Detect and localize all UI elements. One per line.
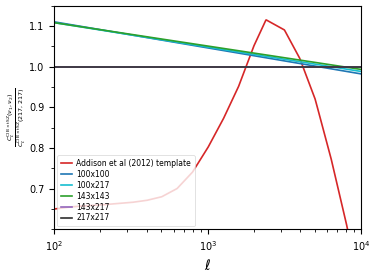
Addison et al (2012) template (71, 205, 75, 208)
143x217 (238, 65, 243, 68)
143x217 (247, 65, 252, 68)
100x100 (359, 72, 364, 76)
100x217 (238, 50, 243, 54)
143x143 (316, 61, 321, 65)
143x217 (285, 65, 289, 68)
100x100 (71, 23, 75, 27)
100x100 (52, 20, 56, 23)
Addison et al (2012) template (230, 98, 235, 101)
Addison et al (2012) template (238, 80, 243, 83)
143x143 (285, 56, 289, 60)
Y-axis label: $\frac{C_\ell^{\rm CIB\times tSZ}(\nu_1,\nu_2)}{C_\ell^{\rm CIB\times tSZ}(217,2: $\frac{C_\ell^{\rm CIB\times tSZ}(\nu_1,… (6, 88, 28, 147)
100x100 (285, 60, 289, 63)
100x217 (71, 24, 75, 27)
Line: 100x217: 100x217 (54, 23, 361, 71)
217x217 (316, 65, 321, 68)
X-axis label: $\ell$: $\ell$ (204, 258, 211, 273)
143x143 (230, 48, 235, 52)
143x143 (71, 24, 75, 27)
217x217 (359, 65, 364, 68)
217x217 (238, 65, 243, 68)
217x217 (71, 65, 75, 68)
100x100 (230, 50, 235, 54)
Addison et al (2012) template (285, 34, 290, 37)
Addison et al (2012) template (247, 55, 252, 59)
Legend: Addison et al (2012) template, 100x100, 100x217, 143x143, 143x217, 217x217: Addison et al (2012) template, 100x100, … (57, 155, 195, 226)
100x100 (247, 53, 252, 57)
Line: 100x100: 100x100 (54, 22, 361, 74)
143x217 (52, 65, 56, 68)
Addison et al (2012) template (264, 18, 268, 21)
Line: Addison et al (2012) template: Addison et al (2012) template (54, 20, 361, 279)
217x217 (52, 65, 56, 68)
100x217 (285, 58, 289, 61)
217x217 (285, 65, 289, 68)
100x100 (316, 65, 321, 68)
Line: 143x143: 143x143 (54, 23, 361, 69)
100x217 (316, 63, 321, 66)
143x217 (230, 65, 235, 68)
143x143 (359, 68, 364, 71)
143x217 (316, 65, 321, 68)
143x217 (359, 65, 364, 68)
217x217 (247, 65, 252, 68)
Addison et al (2012) template (52, 207, 56, 211)
100x217 (230, 49, 235, 53)
100x217 (359, 70, 364, 73)
143x143 (238, 49, 243, 53)
100x217 (247, 52, 252, 56)
143x217 (71, 65, 75, 68)
Addison et al (2012) template (317, 112, 321, 115)
217x217 (230, 65, 235, 68)
100x100 (238, 52, 243, 55)
143x143 (52, 21, 56, 24)
143x143 (247, 51, 252, 54)
100x217 (52, 21, 56, 24)
